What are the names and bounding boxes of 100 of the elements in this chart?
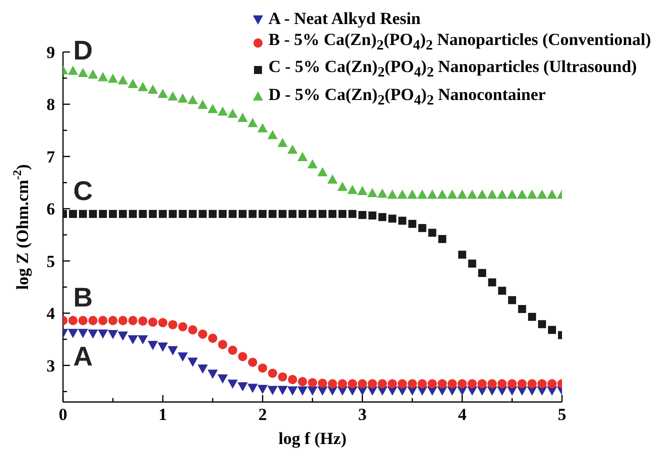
point — [228, 210, 237, 218]
point — [308, 210, 316, 218]
point — [128, 78, 138, 88]
point — [218, 106, 228, 116]
point — [188, 358, 198, 367]
point — [457, 190, 468, 199]
point — [248, 118, 258, 128]
point — [328, 210, 336, 218]
point — [248, 384, 258, 393]
y-tick-label: 9 — [46, 42, 55, 62]
point — [518, 305, 526, 314]
point — [527, 379, 537, 388]
point — [438, 379, 447, 388]
x-tick-label: 1 — [158, 405, 168, 424]
point — [158, 318, 168, 328]
point — [158, 210, 167, 218]
point — [88, 329, 98, 339]
point — [388, 379, 397, 388]
point — [548, 326, 556, 334]
point — [238, 112, 248, 122]
legend-label: B - 5% Ca(Zn)$_{2}$(PO$_{4}$)$_{2}$ Nanoparticles (Conventional) — [268, 29, 651, 56]
point — [68, 210, 77, 218]
point — [478, 268, 486, 277]
x-axis-title: log f (Hz) — [278, 429, 346, 448]
point — [108, 330, 118, 340]
point — [278, 210, 287, 218]
point — [508, 379, 517, 388]
point — [118, 75, 128, 84]
point — [78, 68, 88, 78]
point — [307, 386, 318, 396]
point — [528, 312, 536, 321]
point — [238, 352, 248, 362]
point — [347, 184, 358, 194]
point — [327, 174, 338, 184]
point — [288, 374, 298, 384]
point — [88, 69, 98, 79]
point — [536, 190, 548, 199]
point — [378, 213, 386, 222]
point — [128, 210, 137, 218]
point — [387, 190, 398, 199]
point — [428, 379, 437, 388]
point — [98, 72, 108, 82]
point — [277, 138, 288, 148]
point — [358, 379, 367, 388]
point — [168, 320, 178, 330]
point — [98, 316, 108, 326]
point — [138, 82, 148, 92]
y-tick-label: 3 — [46, 356, 55, 376]
annotation: B — [73, 282, 93, 313]
y-tick-label: 5 — [46, 252, 55, 271]
point — [178, 352, 188, 362]
point — [388, 214, 396, 223]
point — [168, 346, 178, 356]
point — [517, 379, 527, 388]
point — [488, 278, 496, 286]
point — [78, 210, 87, 218]
point — [88, 316, 98, 326]
point — [338, 379, 348, 388]
point — [317, 167, 328, 176]
point — [318, 210, 326, 218]
point — [188, 210, 197, 218]
point — [228, 108, 238, 118]
point — [498, 286, 506, 295]
point — [307, 159, 318, 168]
point — [168, 91, 178, 101]
y-tick-label: 4 — [46, 304, 56, 324]
x-tick-label: 2 — [258, 405, 267, 424]
point — [68, 66, 78, 75]
point — [118, 316, 128, 326]
point — [208, 210, 217, 218]
point — [348, 210, 356, 218]
point — [537, 379, 547, 388]
point — [248, 210, 257, 218]
point — [158, 342, 168, 352]
point — [418, 224, 426, 232]
point — [168, 210, 177, 218]
point — [297, 386, 308, 396]
point — [108, 74, 118, 83]
point — [357, 186, 368, 196]
point — [98, 210, 107, 218]
point — [516, 190, 528, 199]
point — [268, 210, 277, 218]
point — [428, 228, 436, 237]
y-tick-label: 6 — [46, 200, 55, 219]
point — [198, 329, 208, 339]
point — [268, 368, 278, 378]
point — [378, 379, 387, 388]
point — [546, 190, 558, 199]
x-tick-label: 4 — [458, 405, 467, 424]
point — [478, 379, 487, 388]
point — [78, 316, 88, 326]
point — [418, 379, 427, 388]
point — [118, 332, 128, 341]
point — [467, 190, 478, 199]
point — [408, 220, 416, 228]
point — [408, 379, 417, 388]
point — [538, 320, 546, 328]
point — [377, 188, 388, 198]
point — [348, 379, 358, 388]
point — [218, 210, 227, 218]
